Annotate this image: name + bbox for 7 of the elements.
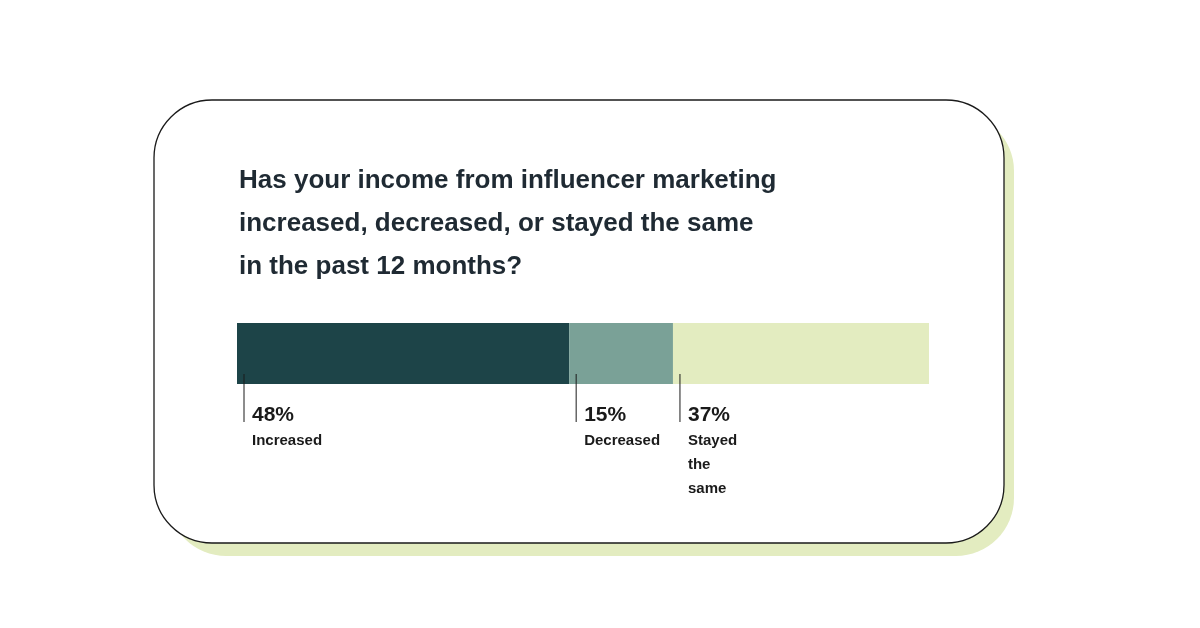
text: Increased (252, 431, 323, 448)
data-label: 37% (687, 402, 731, 425)
text: Decreased (584, 431, 661, 448)
data-label: 48% (252, 402, 295, 425)
text: Stayed the same (687, 431, 738, 496)
data-label: 15% (584, 402, 627, 425)
chart-title: Has your income from influencer marketing increased, decreased, or stayed the same in the past 12 months? (239, 164, 777, 280)
